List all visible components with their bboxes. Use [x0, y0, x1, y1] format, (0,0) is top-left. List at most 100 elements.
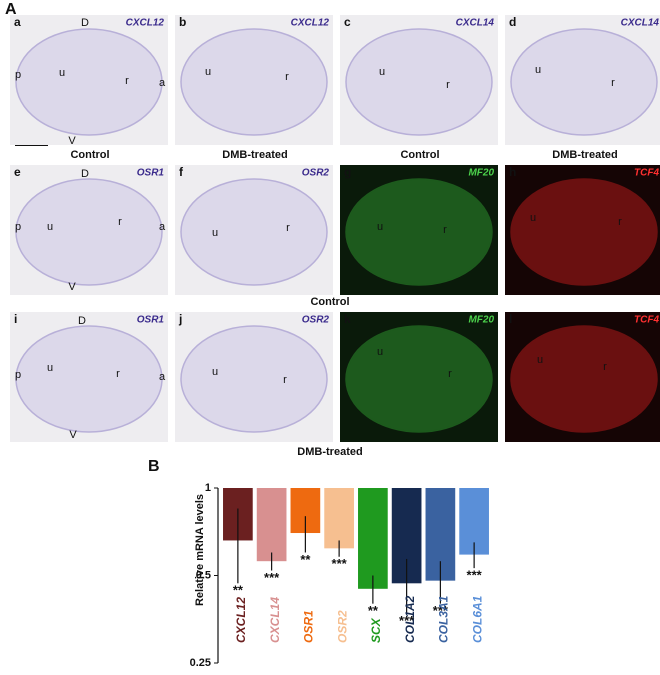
y-tick-label: 0.5: [196, 569, 211, 581]
x-tick-label: COL3A1: [437, 595, 451, 643]
significance: **: [233, 583, 244, 598]
anatomy-label: u: [59, 67, 65, 79]
panel-letter: A: [5, 1, 17, 18]
y-tick-label: 0.25: [190, 657, 211, 669]
y-tick-label: 1: [205, 482, 211, 494]
panel-letter: B: [148, 458, 160, 475]
tissue: [15, 178, 163, 286]
gene-label: TCF4: [634, 315, 659, 326]
tissue: [180, 325, 328, 433]
gene-label: OSR2: [302, 315, 330, 326]
tissue: [345, 325, 493, 433]
anatomy-label: a: [159, 371, 166, 383]
micrograph: f OSR2 u r: [175, 165, 333, 295]
gene-label: CXCL12: [291, 18, 330, 29]
anatomy-label: u: [377, 346, 383, 358]
tissue: [15, 28, 163, 136]
gene-label: TCF4: [634, 168, 659, 179]
gene-label: OSR2: [302, 168, 330, 179]
micrograph: d CXCL14 u r: [505, 15, 660, 145]
anatomy-label: r: [118, 216, 122, 228]
tissue: [345, 28, 493, 136]
bar: [324, 488, 354, 549]
anatomy-label: r: [611, 77, 615, 89]
anatomy-label: r: [285, 71, 289, 83]
caption: DMB-treated: [222, 149, 287, 161]
tissue: [510, 325, 658, 433]
x-tick-label: CXCL12: [234, 597, 248, 643]
significance: ***: [467, 568, 483, 583]
x-tick-label: OSR2: [335, 610, 349, 643]
anatomy-label: p: [15, 369, 21, 381]
panel-letter: e: [14, 165, 21, 179]
micrograph: j OSR2 u r: [175, 312, 333, 442]
tissue: [15, 325, 163, 433]
anatomy-label: r: [448, 368, 452, 380]
anatomy-label: p: [15, 221, 21, 233]
micrograph: c CXCL14 u r: [340, 15, 498, 145]
significance: **: [300, 552, 311, 567]
anatomy-label: r: [286, 222, 290, 234]
anatomy-label: u: [530, 212, 536, 224]
anatomy-label: r: [603, 361, 607, 373]
anatomy-label: u: [535, 64, 541, 76]
x-tick-label: COL1A2: [403, 595, 417, 643]
micrograph: e OSR1 Dp u r a V: [10, 165, 168, 295]
anatomy-label: u: [205, 66, 211, 78]
y-axis-label: Relative mRNA levels: [194, 494, 206, 606]
panel-letter: g: [344, 165, 351, 179]
micrograph: b CXCL12 u r: [175, 15, 333, 145]
panel-letter: l: [509, 312, 512, 326]
anatomy-label: u: [212, 366, 218, 378]
anatomy-label: r: [116, 368, 120, 380]
anatomy-label: D: [78, 315, 86, 327]
anatomy-label: u: [47, 362, 53, 374]
significance: **: [368, 603, 379, 618]
anatomy-label: u: [377, 221, 383, 233]
micrograph: a CXCL12 Dp u r a V: [10, 15, 168, 147]
significance: ***: [332, 556, 348, 571]
panel-letter: h: [509, 165, 516, 179]
anatomy-label: V: [68, 281, 76, 293]
caption: Control: [400, 149, 439, 161]
anatomy-label: D: [81, 168, 89, 180]
panel-letter: d: [509, 15, 516, 29]
caption: Control: [70, 149, 109, 161]
anatomy-label: u: [379, 66, 385, 78]
anatomy-label: u: [212, 227, 218, 239]
tissue: [510, 178, 658, 286]
tissue: [510, 28, 658, 136]
gene-label: CXCL12: [126, 18, 165, 29]
panel-letter: j: [178, 312, 182, 326]
anatomy-label: u: [47, 221, 53, 233]
bar: [358, 488, 388, 589]
anatomy-label: r: [443, 224, 447, 236]
significance: ***: [264, 570, 280, 585]
caption: Control: [310, 296, 349, 308]
panel-letter: i: [14, 312, 17, 326]
anatomy-label: r: [446, 79, 450, 91]
gene-label: OSR1: [137, 315, 165, 326]
micrograph: g MF20 u r: [340, 165, 498, 295]
anatomy-label: r: [618, 216, 622, 228]
x-tick-label: SCX: [369, 617, 383, 643]
anatomy-label: V: [68, 135, 76, 147]
tissue: [180, 28, 328, 136]
gene-label: CXCL14: [456, 18, 495, 29]
gene-label: CXCL14: [621, 18, 660, 29]
significance: ***: [433, 603, 449, 618]
anatomy-label: r: [125, 75, 129, 87]
anatomy-label: V: [69, 429, 77, 441]
panel-letter: b: [179, 15, 186, 29]
micrograph: h TCF4 u r: [505, 165, 660, 295]
micrograph: i OSR1 Dp u r a V: [10, 312, 168, 442]
panel-letter: c: [344, 15, 351, 29]
tissue: [180, 178, 328, 286]
micrograph: k MF20 u r: [340, 312, 498, 442]
panel-letter: k: [344, 312, 351, 326]
anatomy-label: r: [283, 374, 287, 386]
caption: DMB-treated: [297, 446, 362, 458]
x-tick-label: COL6A1: [470, 595, 484, 643]
anatomy-label: D: [81, 17, 89, 29]
